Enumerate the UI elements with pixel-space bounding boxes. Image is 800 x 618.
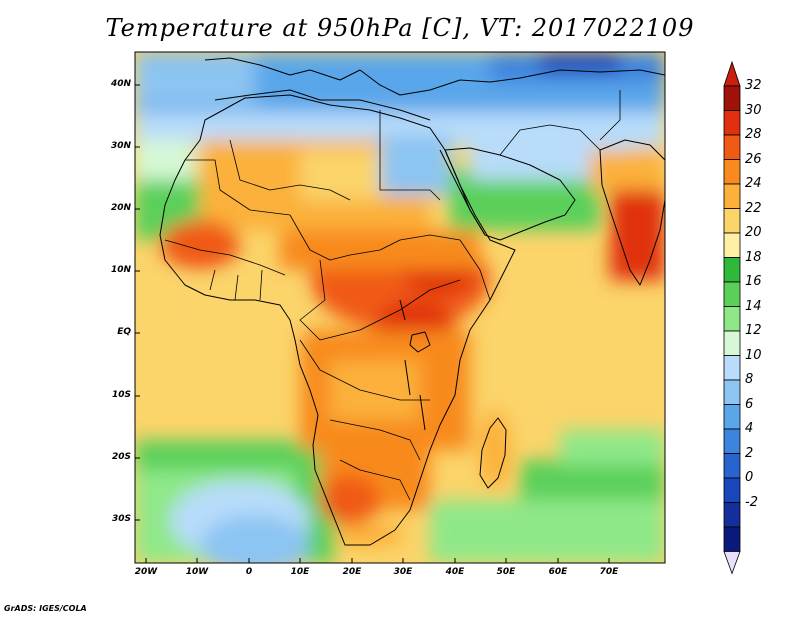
madagascar-coastline <box>479 417 507 489</box>
map-title: Temperature at 950hPa [C], VT: 201702210… <box>105 14 695 42</box>
colorbar-swatch <box>723 428 741 454</box>
colorbar-label: 0 <box>745 470 754 485</box>
lat-label: 20N <box>110 203 131 213</box>
colorbar-swatch <box>723 257 741 283</box>
lon-label: 60E <box>548 567 568 577</box>
colorbar-swatch <box>723 110 741 136</box>
colorbar-swatch <box>723 208 741 234</box>
colorbar-swatch <box>723 232 741 258</box>
colorbar-swatch <box>723 159 741 185</box>
colorbar-swatch <box>723 330 741 356</box>
colorbar-label: 30 <box>745 102 762 118</box>
india-coastline <box>599 139 665 286</box>
colorbar-label: -2 <box>745 494 758 510</box>
axis-ticks <box>135 84 610 563</box>
colorbar-swatch <box>723 306 741 332</box>
coastlines <box>159 57 665 546</box>
colorbar <box>723 60 741 575</box>
lon-label: 40E <box>445 567 465 577</box>
grads-credit: GrADS: IGES/COLA <box>4 604 87 613</box>
lat-label: EQ <box>117 327 131 337</box>
colorbar-swatch <box>723 281 741 307</box>
lon-label: 10E <box>290 567 310 577</box>
colorbar-swatch <box>723 526 741 552</box>
rift-lakes <box>399 299 426 431</box>
colorbar-swatch <box>723 355 741 381</box>
colorbar-label: 20 <box>745 225 762 240</box>
colorbar-label: 2 <box>745 445 754 461</box>
lon-label: 10W <box>185 567 209 577</box>
colorbar-swatch <box>723 453 741 479</box>
colorbar-swatch <box>723 134 741 160</box>
colorbar-swatch <box>723 183 741 209</box>
colorbar-label: 8 <box>745 372 754 387</box>
colorbar-min-arrow <box>723 551 741 575</box>
lat-label: 10N <box>110 265 131 275</box>
colorbar-swatch <box>723 477 741 503</box>
lat-label: 30S <box>111 514 131 524</box>
lat-label: 10S <box>111 390 131 400</box>
colorbar-label: 4 <box>745 421 754 436</box>
colorbar-swatch <box>723 379 741 405</box>
colorbar-label: 16 <box>745 274 762 289</box>
lon-label: 20W <box>134 567 158 577</box>
lat-label: 40N <box>110 79 131 89</box>
lon-label: 70E <box>599 567 619 577</box>
mediterranean-coast <box>214 89 431 121</box>
colorbar-label: 24 <box>745 176 762 191</box>
colorbar-label: 14 <box>745 298 762 314</box>
lake-victoria <box>409 331 431 353</box>
colorbar-label: 26 <box>745 151 762 167</box>
colorbar-label: 28 <box>745 127 762 142</box>
colorbar-label: 10 <box>745 347 762 363</box>
colorbar-label: 22 <box>745 200 762 216</box>
colorbar-label: 18 <box>745 249 762 265</box>
colorbar-max-arrow <box>723 60 741 87</box>
colorbar-swatch <box>723 85 741 111</box>
lat-label: 20S <box>111 452 131 462</box>
lon-label: 0 <box>245 567 253 577</box>
lon-label: 30E <box>393 567 413 577</box>
temperature-field <box>135 52 665 563</box>
lon-label: 50E <box>496 567 516 577</box>
red-sea <box>439 149 486 236</box>
lat-label: 30N <box>110 141 131 151</box>
plot-frame <box>134 51 666 564</box>
colorbar-swatch <box>723 502 741 528</box>
colorbar-label: 12 <box>745 323 762 338</box>
europe-coastline <box>204 57 665 96</box>
lon-label: 20E <box>342 567 362 577</box>
colorbar-label: 32 <box>745 78 762 93</box>
colorbar-swatch <box>723 404 741 430</box>
colorbar-label: 6 <box>745 396 754 412</box>
country-borders <box>164 90 621 501</box>
